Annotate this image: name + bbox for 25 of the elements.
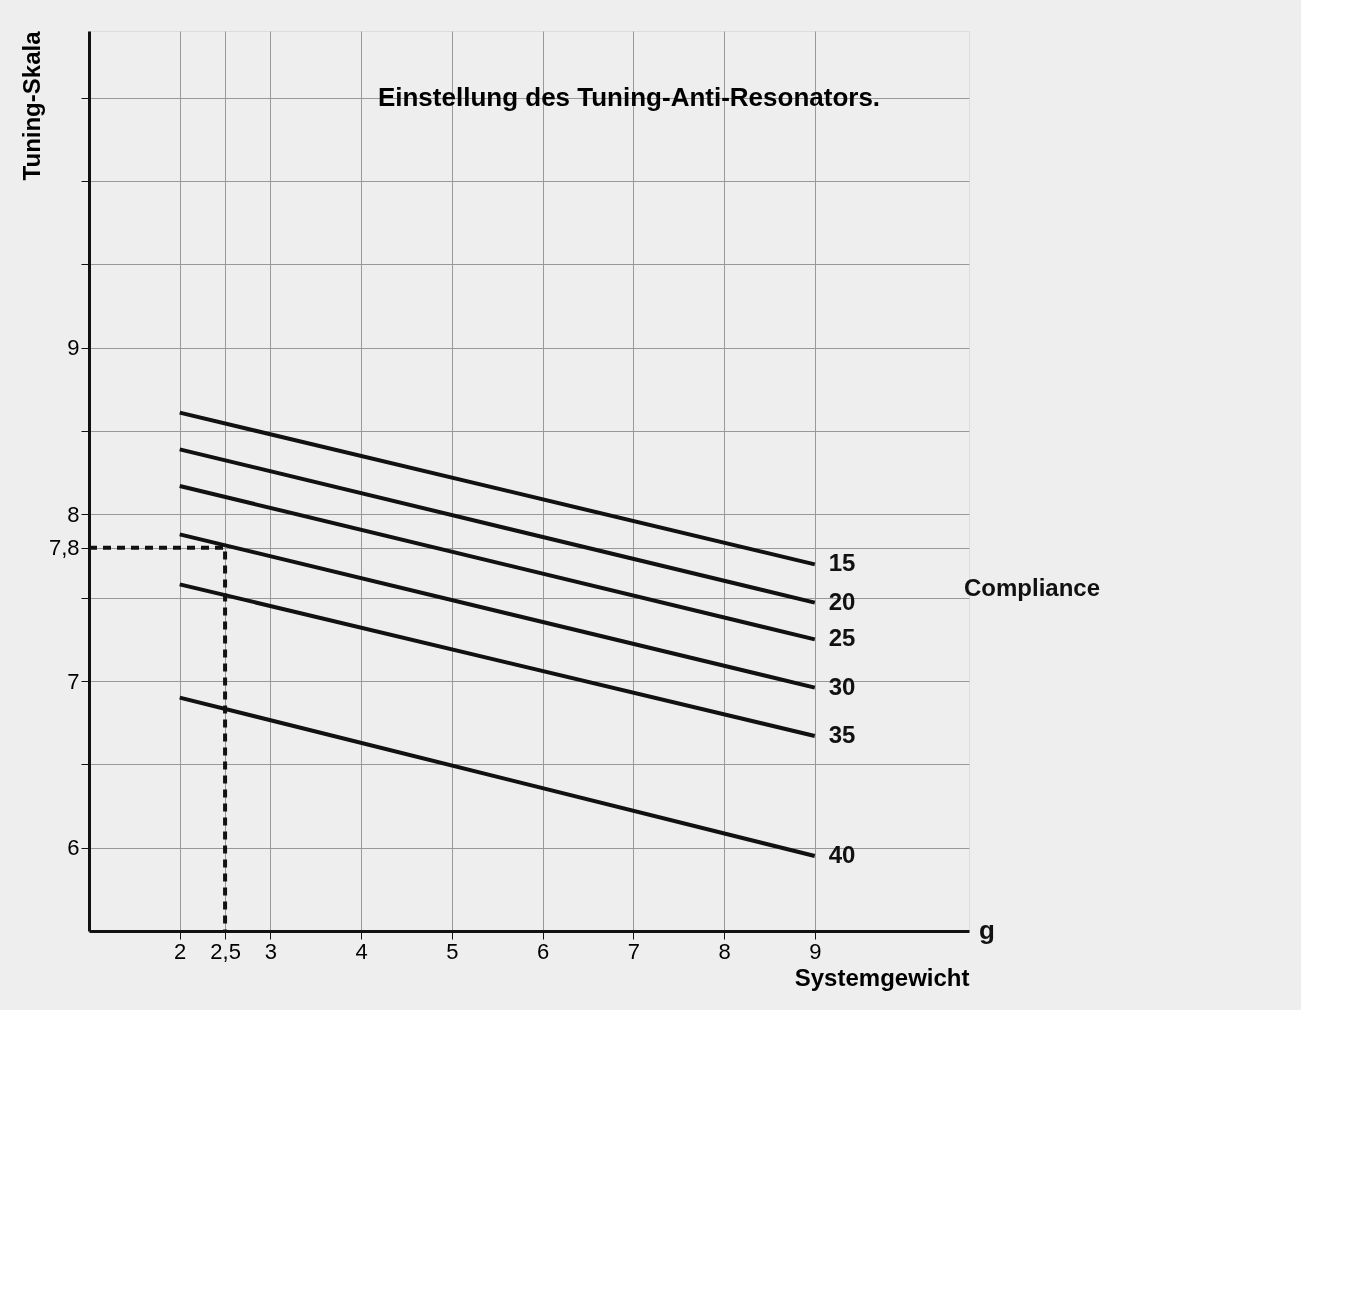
series-label: 25 bbox=[828, 624, 856, 652]
y-tick-label: 7,8 bbox=[48, 535, 80, 561]
series-label: 30 bbox=[828, 672, 856, 700]
text: g bbox=[979, 915, 995, 945]
x-tick-label: 4 bbox=[355, 938, 368, 964]
series-label: 20 bbox=[828, 587, 856, 615]
y-axis-title: Tuning-Skala bbox=[17, 30, 45, 181]
y-tick-label: 8 bbox=[67, 501, 80, 527]
x-tick-label: 2 bbox=[174, 938, 187, 964]
x-tick-label: 5 bbox=[446, 938, 459, 964]
x-tick-label: 8 bbox=[718, 938, 731, 964]
series-label: 35 bbox=[828, 721, 856, 748]
x-tick-label: 6 bbox=[536, 938, 550, 964]
x-axis-title: Systemgewicht bbox=[794, 963, 970, 991]
x-tick-label: 2,5 bbox=[210, 938, 241, 964]
legend-title: Compliance bbox=[964, 574, 1101, 601]
y-tick-label: 9 bbox=[67, 335, 80, 361]
y-tick-label: 6 bbox=[67, 835, 80, 861]
text: Einstellung des Tuning-Anti-Resonators. bbox=[377, 82, 881, 112]
series-label: 15 bbox=[828, 549, 856, 577]
x-tick-label: 3 bbox=[264, 938, 278, 964]
series-label: 40 bbox=[828, 841, 856, 868]
y-tick-label: 7 bbox=[67, 668, 80, 694]
x-tick-label: 9 bbox=[809, 938, 822, 964]
x-tick-label: 7 bbox=[627, 938, 640, 964]
